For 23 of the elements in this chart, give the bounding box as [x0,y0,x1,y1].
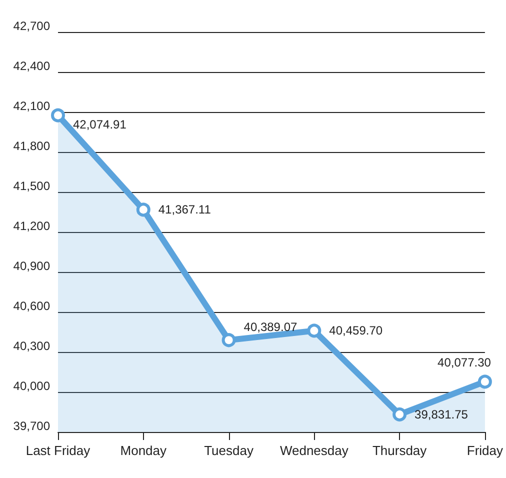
y-tick-label: 40,600 [13,299,50,313]
x-tick-label: Last Friday [26,443,91,458]
x-tick-label: Thursday [372,443,428,458]
x-tick-label: Monday [120,443,168,458]
data-label: 40,459.70 [329,324,383,338]
y-tick-label: 41,800 [13,139,50,153]
y-tick-label: 41,200 [13,219,50,233]
data-label: 39,831.75 [414,407,468,422]
y-tick-label: 40,900 [13,259,50,273]
y-tick-label: 41,500 [13,179,50,193]
y-tick-label: 42,700 [13,19,50,33]
y-tick-label: 40,300 [13,339,50,353]
y-tick-label: 40,000 [13,379,50,393]
x-tick-label: Tuesday [204,443,254,458]
x-tick-label: Wednesday [280,443,349,458]
data-label: 41,367.11 [158,202,212,217]
data-label: 42,074.91 [73,117,127,132]
data-label: 40,077.30 [438,356,492,370]
y-tick-label: 42,400 [13,59,50,73]
y-tick-label: 42,100 [13,99,50,113]
y-tick-label: 39,700 [13,419,50,433]
data-label: 40,389.07 [244,320,298,334]
x-tick-label: Friday [466,443,504,458]
